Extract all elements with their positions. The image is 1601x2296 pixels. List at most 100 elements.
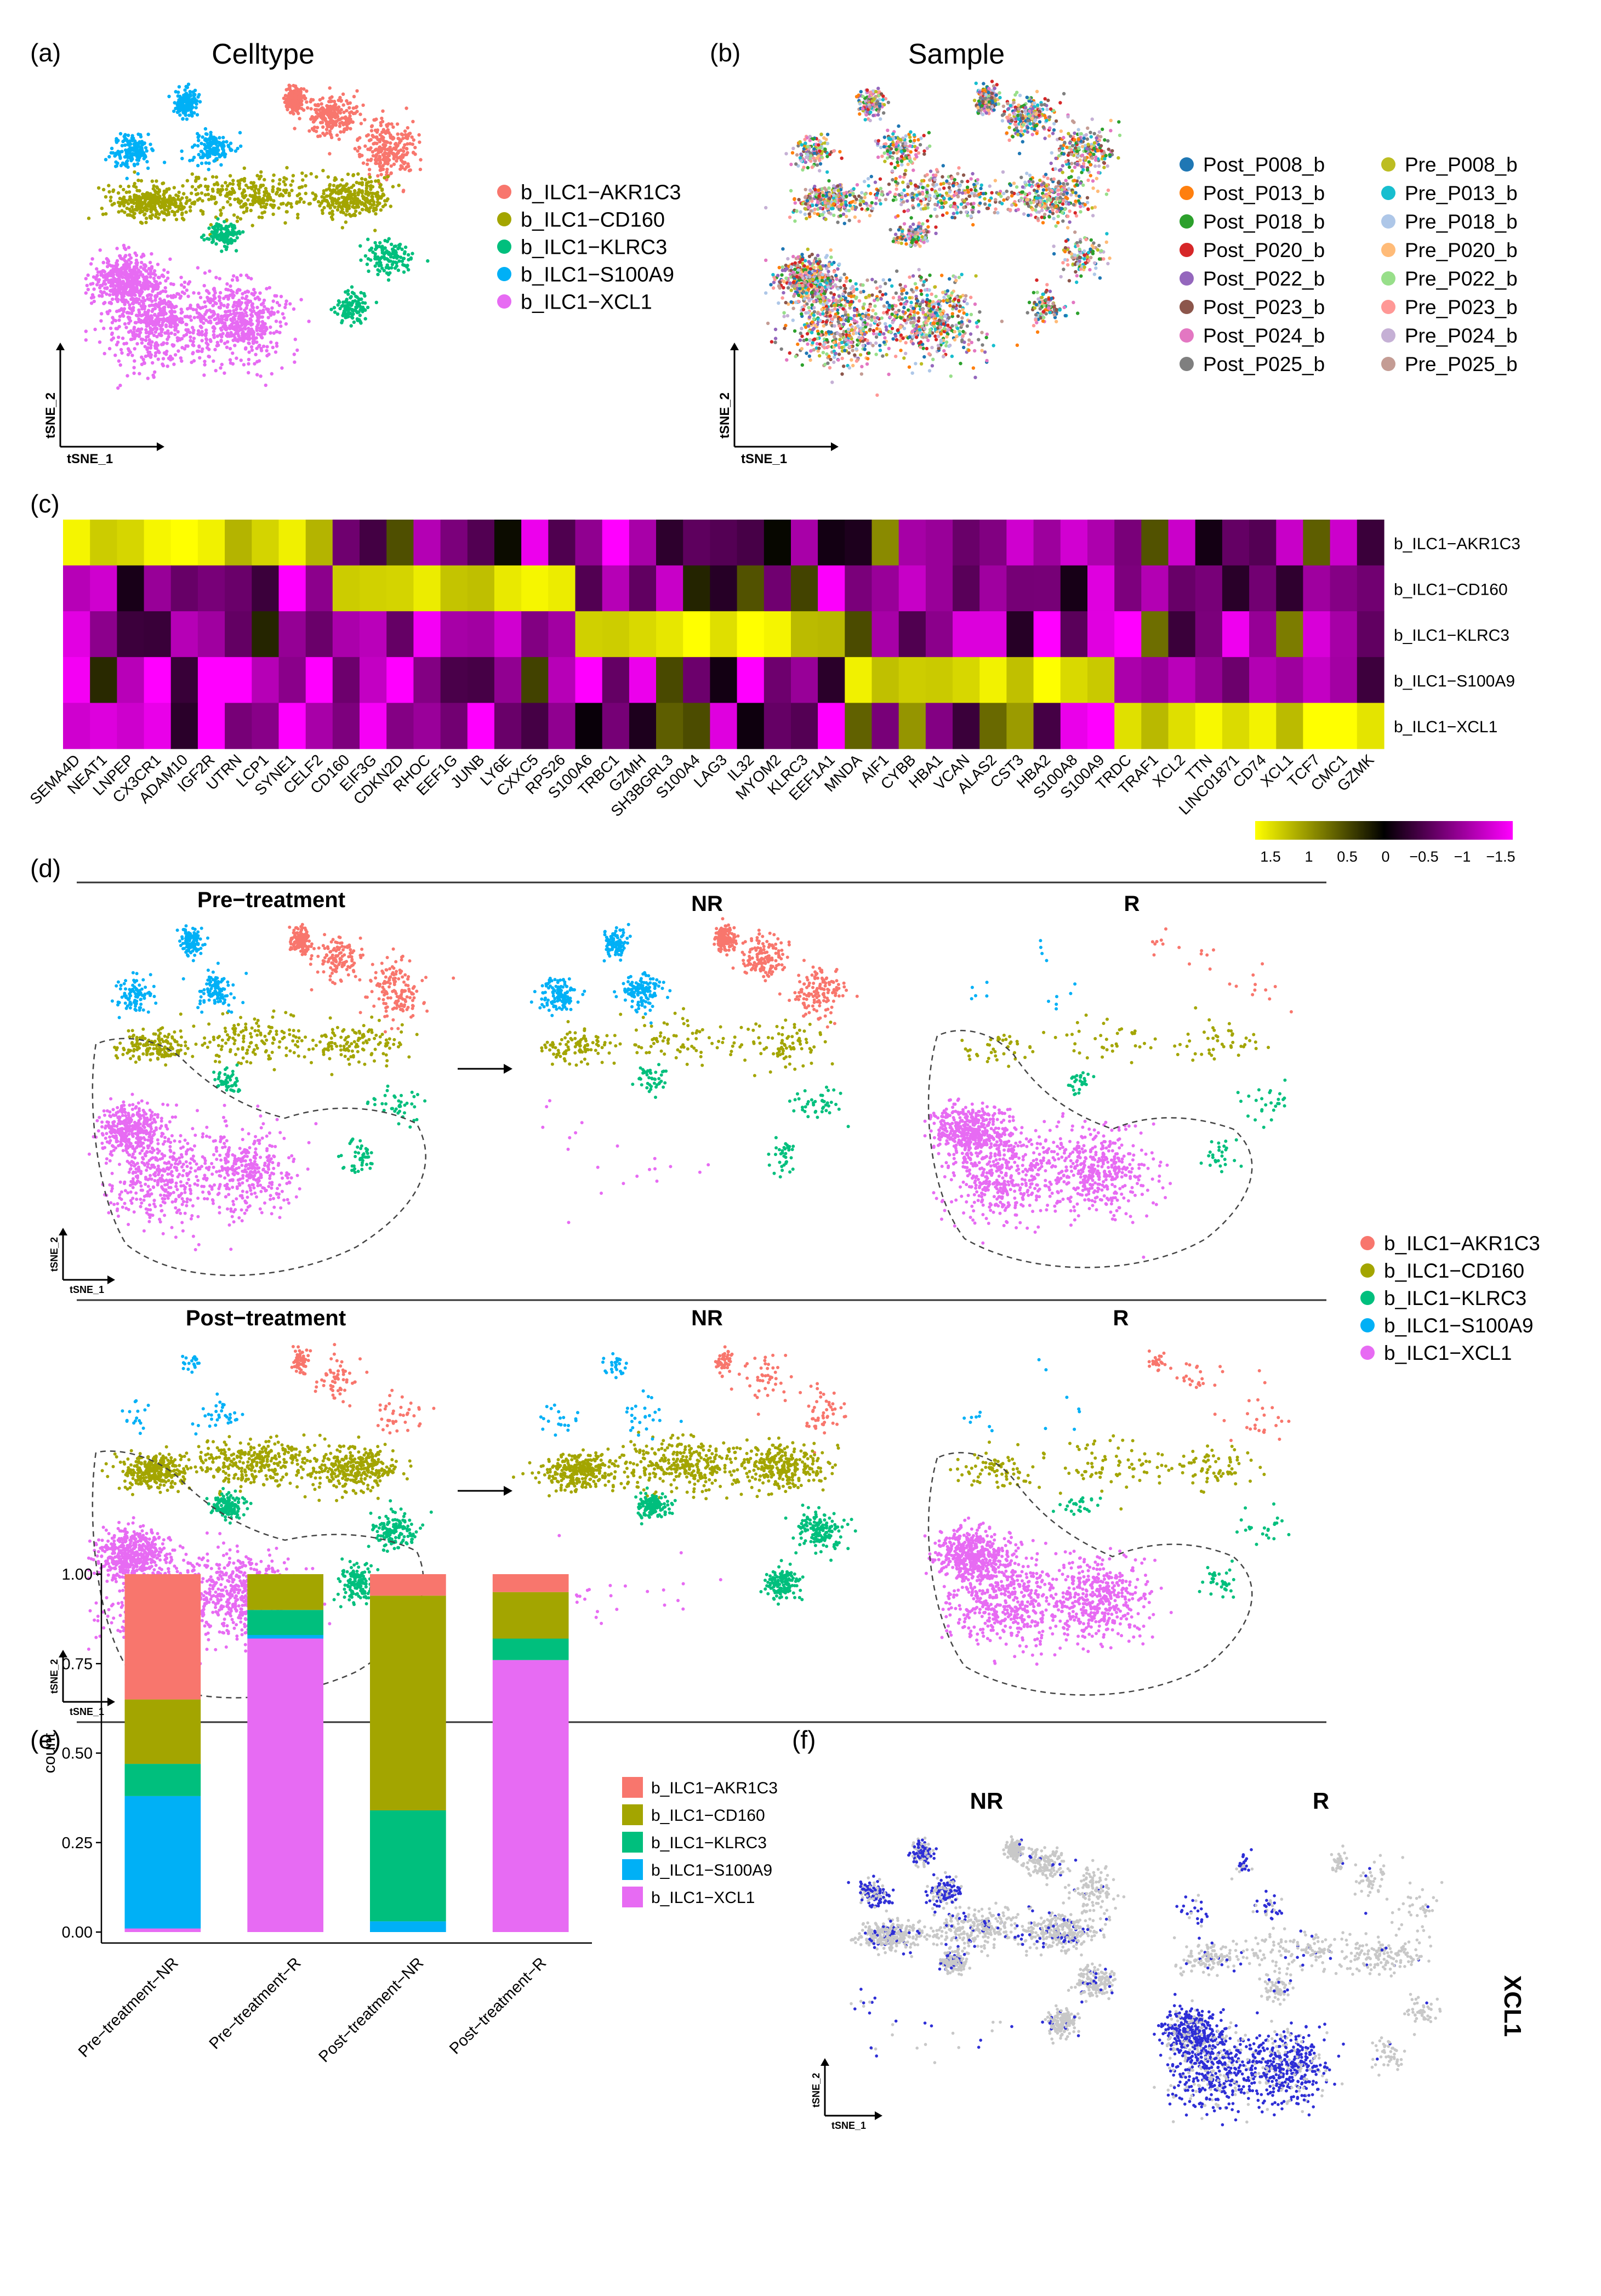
cell-point — [235, 232, 238, 236]
cell-point — [86, 288, 90, 292]
cell-point — [200, 339, 204, 343]
cell-point — [218, 317, 222, 321]
cell-point — [863, 192, 867, 196]
cell-point — [130, 157, 134, 161]
cell-point — [133, 170, 136, 174]
cell-point — [200, 141, 203, 145]
cell-point — [326, 107, 329, 111]
cell-point — [230, 322, 233, 326]
cell-point — [186, 344, 190, 348]
cell-point — [235, 219, 240, 223]
cell-point — [288, 302, 292, 306]
cell-point — [221, 135, 225, 140]
cell-point — [276, 310, 280, 314]
cell-point — [381, 128, 385, 132]
cell-point — [1103, 157, 1107, 161]
cell-point — [338, 306, 342, 311]
cell-point — [399, 139, 403, 143]
cell-point — [256, 295, 260, 299]
cell-point — [362, 196, 366, 200]
cell-point — [312, 197, 316, 201]
cell-point — [188, 104, 192, 108]
cell-point — [135, 273, 139, 277]
cell-point — [152, 284, 157, 288]
cell-point — [957, 166, 961, 170]
cell-point — [221, 332, 225, 335]
cell-point — [127, 190, 132, 194]
cell-point — [333, 310, 337, 314]
cell-point — [401, 190, 405, 193]
cell-point — [1094, 155, 1098, 159]
cell-point — [366, 208, 371, 212]
cell-point — [379, 121, 383, 125]
cell-point — [1013, 93, 1017, 97]
cell-point — [174, 316, 179, 320]
cell-point — [136, 172, 140, 176]
cell-point — [1076, 128, 1080, 132]
cell-point — [366, 305, 370, 310]
cell-point — [211, 138, 215, 141]
cell-point — [87, 217, 91, 220]
cell-point — [148, 193, 152, 198]
cell-point — [271, 179, 275, 183]
cell-point — [168, 196, 172, 200]
cell-point — [193, 187, 198, 191]
cell-point — [161, 301, 165, 305]
cell-point — [129, 200, 133, 204]
cell-point — [357, 146, 362, 150]
cell-point — [153, 294, 157, 298]
cell-point — [373, 128, 378, 132]
cell-point — [111, 336, 116, 340]
cell-point — [211, 326, 215, 329]
cell-point — [204, 310, 208, 314]
cell-point — [129, 329, 133, 333]
cell-point — [145, 346, 150, 351]
cell-point — [992, 108, 996, 112]
cell-point — [196, 135, 200, 139]
cell-point — [228, 309, 232, 313]
cell-point — [285, 210, 289, 214]
cell-point — [144, 338, 148, 342]
cell-point — [1046, 176, 1050, 180]
cell-point — [1109, 118, 1113, 122]
cell-point — [351, 312, 355, 316]
cell-point — [287, 191, 291, 195]
cell-point — [150, 266, 154, 270]
cell-point — [154, 302, 158, 306]
cell-point — [95, 283, 99, 287]
cell-point — [233, 344, 237, 347]
cell-point — [172, 186, 176, 190]
cell-point — [275, 341, 278, 345]
cell-point — [869, 174, 874, 179]
cell-point — [1035, 132, 1039, 135]
cell-point — [263, 326, 267, 329]
cell-point — [1061, 170, 1064, 174]
cell-point — [331, 112, 334, 116]
cell-point — [293, 338, 297, 341]
cell-point — [191, 351, 195, 356]
x-axis-label: tSNE_1 — [67, 452, 113, 466]
cell-point — [246, 299, 250, 303]
cell-point — [161, 181, 166, 185]
cell-point — [120, 351, 124, 355]
cell-point — [115, 327, 119, 331]
cell-point — [238, 186, 242, 191]
cell-point — [100, 291, 104, 295]
cell-point — [402, 257, 406, 260]
cell-point — [1078, 158, 1082, 162]
cell-point — [347, 213, 351, 217]
cell-point — [1062, 92, 1066, 96]
cell-point — [293, 360, 297, 364]
panel-b-label: (b) — [710, 38, 740, 67]
cell-point — [212, 287, 216, 290]
cell-point — [335, 208, 340, 212]
cell-point — [376, 272, 380, 276]
cell-point — [365, 263, 369, 266]
cell-point — [180, 207, 184, 211]
cell-point — [355, 295, 359, 299]
cell-point — [185, 199, 189, 203]
cell-point — [1049, 161, 1053, 166]
cell-point — [381, 143, 385, 147]
cell-point — [340, 178, 344, 182]
cell-point — [402, 252, 407, 255]
